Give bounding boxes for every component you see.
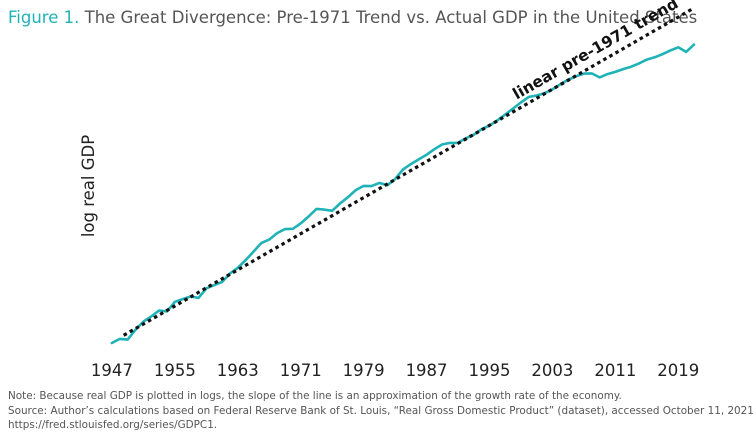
x-tick-label: 1963 [217, 361, 259, 380]
x-tick-label: 1979 [343, 361, 385, 380]
x-tick-label: 1995 [468, 361, 510, 380]
trend-line [122, 6, 695, 337]
x-tick-label: 2011 [594, 361, 636, 380]
x-tick-label: 2003 [531, 361, 573, 380]
chart-title: Figure 1. The Great Divergence: Pre-1971… [8, 8, 697, 27]
x-tick-label: 1987 [406, 361, 448, 380]
x-tick-label: 1955 [154, 361, 196, 380]
x-tick-label: 2019 [657, 361, 699, 380]
x-tick-label: 1947 [91, 361, 133, 380]
notes: Note: Because real GDP is plotted in log… [8, 389, 753, 433]
source-text: Source: Author’s calculations based on F… [8, 404, 753, 417]
trend-annotation: linear pre-1971 trend [510, 0, 682, 103]
title-text: The Great Divergence: Pre-1971 Trend vs.… [84, 8, 698, 27]
source-url: https://fred.stlouisfed.org/series/GDPC1… [8, 419, 218, 431]
figure-label: Figure 1. [8, 8, 80, 27]
y-axis-label: log real GDP [79, 135, 98, 237]
actual-gdp-line [110, 43, 696, 345]
note-text: Note: Because real GDP is plotted in log… [8, 390, 622, 402]
x-tick-label: 1971 [280, 361, 322, 380]
